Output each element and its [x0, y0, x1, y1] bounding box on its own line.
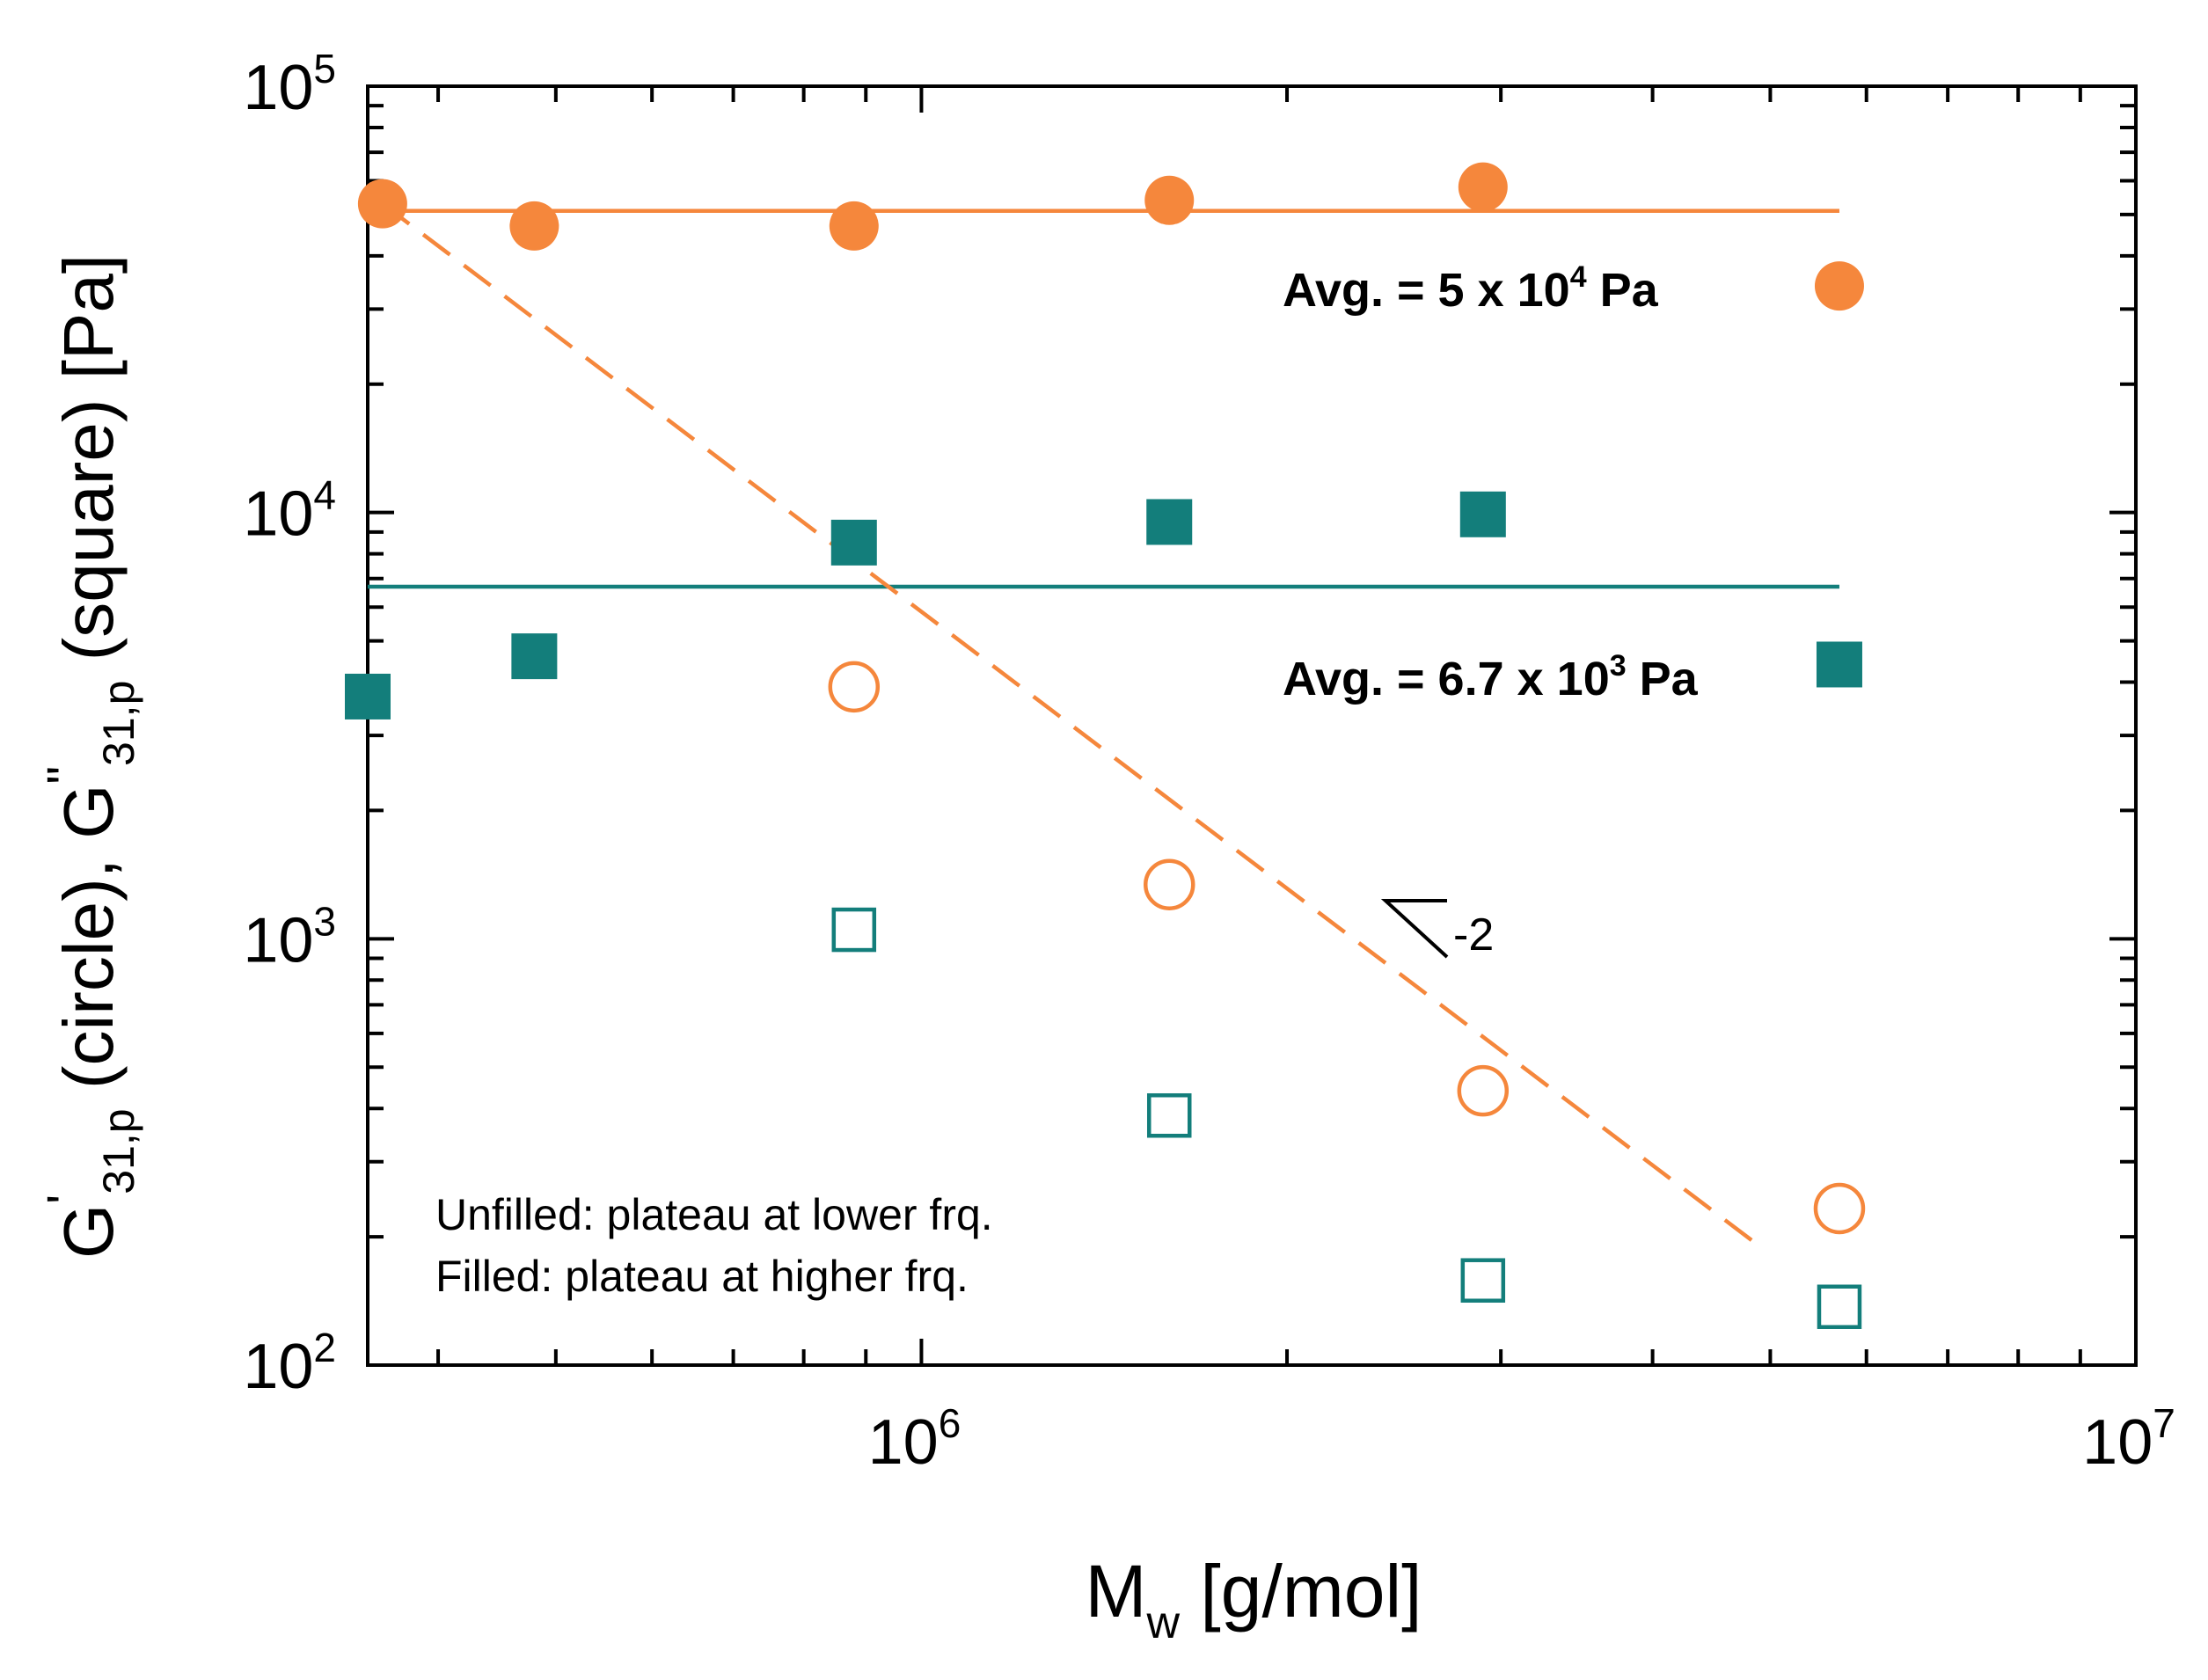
y-tick-label: 104 [243, 472, 336, 550]
slope-label: -2 [1453, 909, 1494, 961]
data-point-square-open [1817, 1284, 1862, 1329]
slope-fit-dashed-line [381, 201, 1761, 1248]
orange-average-label: Avg. = 5 x 104 Pa [1283, 260, 1659, 317]
data-marks-layer [345, 162, 1866, 1329]
data-point-circle-filled [357, 179, 407, 229]
data-point-circle-filled [829, 201, 879, 251]
legend-note-filled: Filled: plateau at higher frq. [435, 1252, 969, 1301]
slope-indicator-icon [1380, 899, 1449, 959]
y-tick-label: 102 [243, 1325, 336, 1402]
y-axis-label: G'31,p (circle), G"31,p (square) [Pa] [37, 254, 143, 1259]
x-tick-label: 106 [868, 1400, 961, 1478]
data-point-square-open [1460, 1258, 1506, 1303]
teal-average-label: Avg. = 6.7 x 103 Pa [1283, 649, 1699, 705]
data-point-circle-filled [1144, 175, 1195, 225]
plot-frame [366, 84, 2138, 1367]
data-point-circle-open [1143, 858, 1195, 910]
data-point-square-filled [1459, 491, 1506, 537]
data-point-square-filled [345, 673, 391, 719]
x-tick-label: 107 [2082, 1400, 2175, 1478]
x-axis-label: Mw [g/mol] [1086, 1550, 1422, 1648]
data-point-circle-filled [509, 201, 559, 251]
y-tick-label: 105 [243, 46, 336, 123]
axes-layer: 106 107 102 103 104 105 [243, 46, 2175, 1478]
data-point-circle-open [1813, 1182, 1866, 1235]
reference-lines-layer [368, 201, 1839, 1248]
data-point-circle-open [828, 661, 881, 713]
data-point-square-open [1146, 1092, 1192, 1138]
y-tick-label: 103 [243, 898, 336, 975]
data-point-square-filled [1146, 499, 1193, 545]
data-point-square-open [831, 907, 877, 953]
data-point-square-filled [1816, 641, 1862, 688]
data-point-square-filled [511, 633, 558, 680]
legend-note-unfilled: Unfilled: plateau at lower frq. [435, 1190, 993, 1239]
data-point-square-filled [830, 519, 877, 566]
data-point-circle-filled [1458, 162, 1508, 212]
data-point-circle-open [1457, 1064, 1510, 1117]
data-point-circle-filled [1814, 261, 1864, 311]
